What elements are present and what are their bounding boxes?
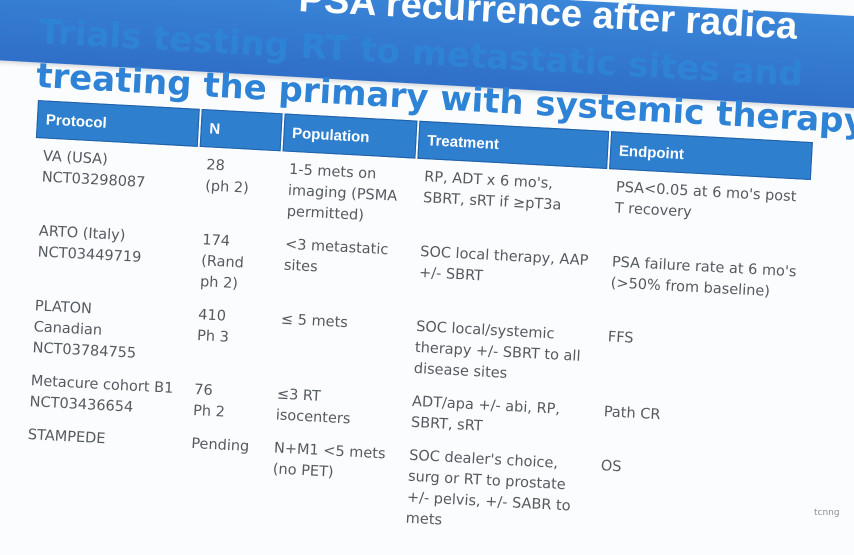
cell-n: 28 (ph 2) — [204, 157, 250, 197]
cell-n: 410 Ph 3 — [196, 307, 230, 346]
cell-population: <3 metastatic sites — [283, 236, 389, 276]
cell-endpoint: PSA failure rate at 6 mo's (>50% from ba… — [610, 254, 797, 300]
cell-protocol: ARTO (Italy) NCT03449719 — [37, 223, 142, 266]
trials-table-wrapper: Protocol N Population Treatment Endpoint… — [14, 100, 815, 555]
cell-treatment: RP, ADT x 6 mo's, SBRT, sRT if ≥pT3a — [422, 169, 562, 214]
cell-endpoint: OS — [600, 458, 622, 476]
cell-population: ≤3 RT isocenters — [275, 386, 351, 428]
cell-population: N+M1 <5 mets (no PET) — [272, 440, 386, 481]
cell-population: 1-5 mets on imaging (PSMA permitted) — [286, 161, 398, 224]
cell-treatment: SOC local therapy, AAP +/- SBRT — [418, 244, 589, 285]
header-n: N — [199, 108, 283, 152]
cell-n: 76 Ph 2 — [192, 381, 226, 421]
cell-protocol: STAMPEDE — [27, 427, 106, 448]
watermark-text: tcnng — [814, 508, 840, 518]
cell-treatment: SOC local/systemic therapy +/- SBRT to a… — [413, 318, 581, 382]
cell-protocol: Metacure cohort B1 NCT03436654 — [29, 373, 174, 416]
trials-table: Protocol N Population Treatment Endpoint… — [14, 100, 815, 555]
cell-endpoint: PSA<0.05 at 6 mo's post T recovery — [614, 179, 797, 221]
cell-n: 174 (Rand ph 2) — [199, 232, 245, 293]
cell-treatment: SOC dealer's choice, surg or RT to prost… — [405, 447, 571, 529]
cell-population: ≤ 5 mets — [280, 311, 349, 332]
cell-protocol: PLATON Canadian NCT03784755 — [32, 298, 137, 362]
cell-endpoint: FFS — [607, 329, 634, 347]
cell-protocol: VA (USA) NCT03298087 — [41, 148, 146, 192]
cell-n: Pending — [190, 435, 250, 456]
